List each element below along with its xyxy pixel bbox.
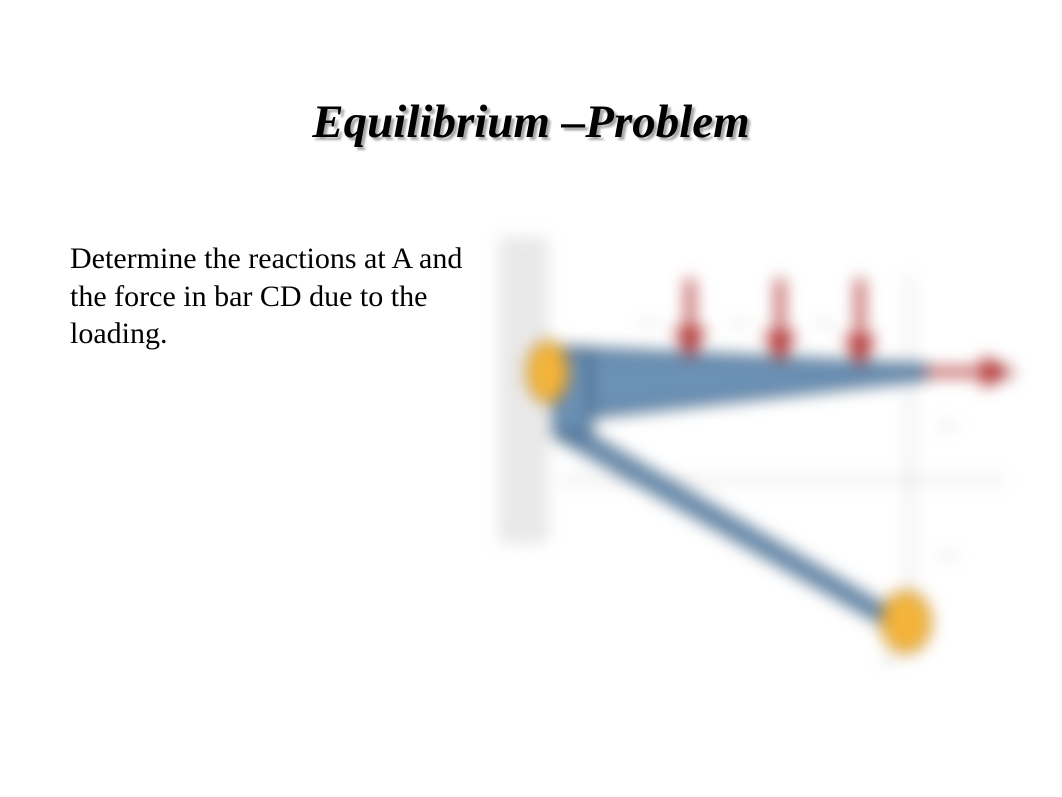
svg-text:—: — — [640, 312, 658, 332]
bracket-top-member — [555, 348, 925, 420]
svg-text:—: — — [938, 544, 956, 564]
bracket-diagonal-member — [555, 420, 915, 630]
svg-text:—: — — [730, 312, 748, 332]
svg-text:—: — — [938, 414, 956, 434]
equilibrium-diagram: — — — — — — — — [500, 220, 1020, 700]
support-d — [882, 592, 930, 652]
svg-text:—: — — [815, 312, 833, 332]
horizontal-load — [930, 362, 1006, 382]
problem-statement: Determine the reactions at A and the for… — [70, 240, 470, 353]
svg-text:—: — — [1000, 364, 1018, 384]
svg-text:—: — — [880, 649, 898, 669]
support-a — [528, 342, 568, 402]
vertical-loads — [680, 282, 870, 360]
slide: Equilibrium –Problem Determine the react… — [0, 0, 1062, 797]
slide-title: Equilibrium –Problem — [0, 95, 1062, 149]
